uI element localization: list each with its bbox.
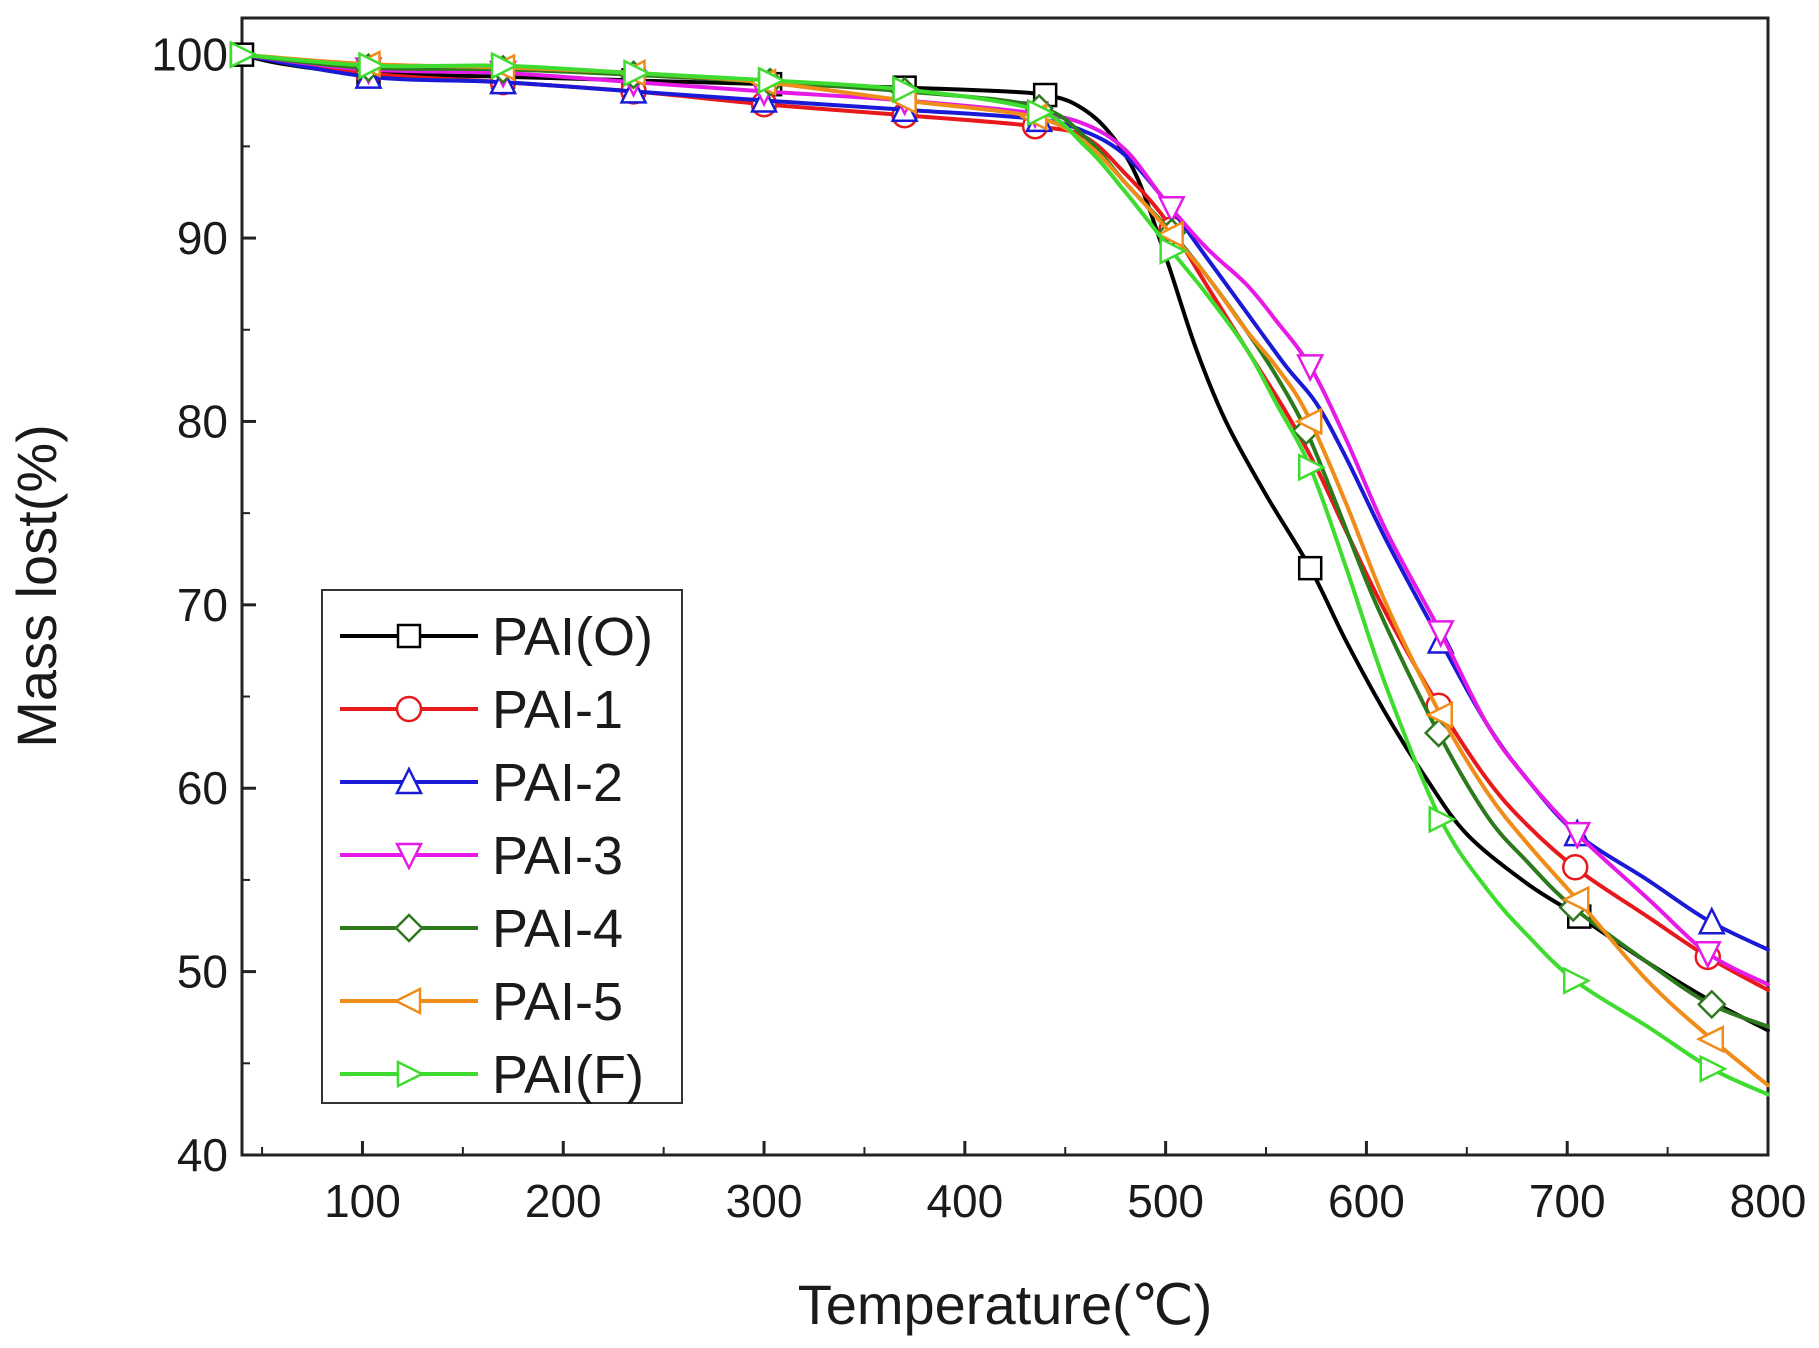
legend-marker [396, 623, 422, 649]
legend-label: PAI-4 [492, 899, 623, 959]
data-point-marker [1562, 966, 1592, 995]
data-point-marker [490, 51, 519, 80]
y-tick-label: 90 [177, 212, 228, 264]
axis-ticks: 100 200 300 400 500 600 700 800 40 50 60 70 80 90 100 [151, 29, 1806, 1227]
legend-marker [396, 1059, 425, 1089]
y-tick-label: 40 [177, 1129, 228, 1181]
legend-marker [393, 986, 422, 1016]
data-point-marker [1428, 805, 1457, 834]
data-point-marker [1561, 885, 1590, 914]
x-tick-label: 400 [926, 1175, 1003, 1227]
legend-item: PAI-5 [340, 972, 623, 1032]
legend-item: PAI-3 [340, 826, 623, 886]
data-point-marker [757, 66, 786, 95]
legend-item: PAI-4 [340, 899, 623, 959]
data-point-marker [1699, 1054, 1728, 1083]
legend: PAI(O) PAI-1 PAI-2 PAI-3 PAI-4 PAI-5 PAI(F) [321, 589, 683, 1105]
series-paif [229, 40, 1770, 1097]
y-tick-label: 80 [177, 395, 228, 447]
legend-marker [394, 842, 424, 871]
data-point-marker [1297, 453, 1326, 482]
legend-marker [394, 913, 424, 943]
data-point-marker [1297, 555, 1323, 581]
legend-marker [394, 766, 424, 795]
y-axis-title: Mass lost(%) [5, 424, 68, 748]
plot-frame [240, 16, 1770, 1157]
legend-label: PAI(O) [492, 607, 653, 667]
data-point-marker [1563, 821, 1592, 850]
legend-item: PAI(F) [340, 1045, 644, 1105]
legend-label: PAI-3 [492, 826, 623, 886]
data-point-marker [1697, 906, 1726, 935]
y-tick-label: 60 [177, 762, 228, 814]
data-point-marker [1426, 620, 1455, 649]
data-point-marker [1296, 354, 1325, 383]
data-point-marker [1157, 196, 1186, 225]
y-tick-label: 70 [177, 579, 228, 631]
data-point-marker [892, 75, 921, 104]
legend-box [321, 589, 683, 1104]
data-point-marker [1424, 700, 1453, 729]
legend-item: PAI-1 [340, 680, 623, 740]
data-point-marker [1294, 407, 1323, 436]
data-point-marker [1026, 98, 1055, 127]
legend-label: PAI-1 [492, 680, 623, 740]
data-point-marker [358, 51, 387, 80]
legend-label: PAI(F) [492, 1045, 644, 1105]
data-point-marker [623, 59, 652, 88]
legend-label: PAI-2 [492, 753, 623, 813]
data-point-marker [1155, 220, 1184, 249]
x-tick-label: 300 [726, 1175, 803, 1227]
x-tick-label: 500 [1127, 1175, 1204, 1227]
legend-item: PAI(O) [340, 607, 653, 667]
data-point-marker [1159, 236, 1188, 265]
x-tick-label: 200 [525, 1175, 602, 1227]
x-tick-label: 100 [324, 1175, 401, 1227]
y-tick-label: 100 [151, 29, 228, 81]
data-point-marker [229, 40, 258, 69]
data-point-marker [1695, 1025, 1725, 1054]
x-tick-label: 700 [1529, 1175, 1606, 1227]
legend-label: PAI-5 [492, 972, 623, 1032]
data-point-marker [1693, 941, 1722, 970]
series-layer [229, 40, 1770, 1097]
y-tick-label: 50 [177, 946, 228, 998]
legend-item: PAI-2 [340, 753, 623, 813]
x-tick-label: 800 [1730, 1175, 1807, 1227]
data-point-marker [1561, 853, 1589, 881]
x-axis-title: Temperature(℃) [798, 1273, 1213, 1336]
legend-marker [395, 695, 423, 723]
data-point-marker [1697, 989, 1727, 1020]
x-tick-label: 600 [1328, 1175, 1405, 1227]
